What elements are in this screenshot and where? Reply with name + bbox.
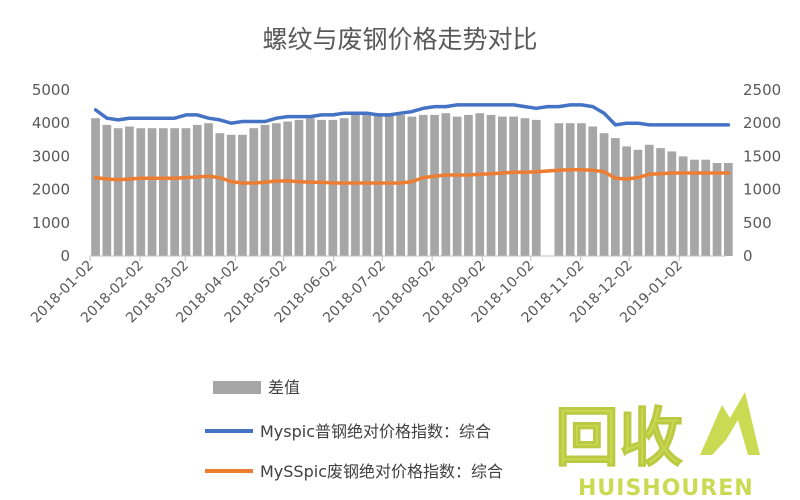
bar-2018-07-24 (418, 114, 428, 257)
line-series-steel (93, 103, 731, 127)
bar-2018-10-02 (531, 119, 541, 257)
right-tick-label: 2500 (743, 81, 781, 99)
right-tick-label: 1500 (743, 147, 781, 165)
bar-2018-05-22 (317, 119, 326, 257)
right-tick-label: 0 (743, 247, 753, 265)
right-tick-label: 1000 (743, 181, 781, 199)
left-axis-ticks: 0 1000 2000 3000 4000 5000 (32, 81, 70, 265)
watermark-bird-icon (700, 392, 760, 455)
bar-series (91, 113, 733, 257)
bar-2018-09-25 (520, 118, 530, 256)
watermark-sub-text: HUISHOUREN (578, 476, 754, 500)
left-tick-label: 1000 (32, 214, 70, 232)
watermark-main-text: 回收 (555, 402, 683, 476)
bar-2018-01-02 (91, 118, 100, 256)
bar-2018-02-13 (159, 128, 168, 256)
bar-2018-04-17 (260, 124, 270, 257)
right-tick-label: 2000 (743, 114, 781, 132)
x-axis-ticks: 2018-01-022018-02-022018-03-022018-04-02… (28, 256, 686, 326)
bar-2018-03-06 (192, 124, 202, 257)
watermark-bg (548, 398, 728, 498)
bar-2018-02-20 (170, 128, 179, 256)
bar-2018-10-30 (577, 123, 586, 256)
bar-2018-08-28 (475, 113, 485, 256)
watermark-logo: 回收 HUISHOUREN (548, 392, 760, 500)
bar-2019-01-08 (690, 159, 699, 256)
bar-2018-08-14 (452, 116, 462, 256)
bar-2018-12-18 (656, 148, 665, 256)
bar-2018-03-13 (204, 123, 213, 256)
bar-2018-07-17 (407, 116, 417, 256)
bar-2019-01-15 (701, 159, 711, 256)
bar-2018-12-25 (667, 151, 677, 256)
bar-2018-04-03 (238, 134, 247, 256)
legend-label-bar: 差值 (268, 378, 300, 397)
bar-2018-01-30 (136, 128, 146, 256)
bar-2018-05-15 (305, 118, 315, 256)
right-axis-ticks: 0 500 1000 1500 2000 2500 (743, 81, 781, 265)
bar-2018-12-11 (644, 144, 654, 256)
bar-2018-02-27 (181, 128, 191, 256)
bar-2019-01-29 (724, 163, 733, 256)
bar-2018-06-12 (351, 114, 360, 257)
bar-2018-11-20 (611, 138, 620, 256)
bar-2018-09-11 (498, 116, 507, 256)
bar-2018-05-08 (294, 119, 304, 257)
bar-2019-01-01 (678, 156, 688, 256)
left-tick-label: 0 (60, 247, 70, 265)
line-series-scrap (93, 167, 731, 185)
bar-2018-11-27 (622, 146, 631, 256)
bar-2018-10-16 (554, 123, 564, 256)
chart-title: 螺纹与废钢价格走势对比 (262, 25, 537, 54)
left-tick-label: 5000 (32, 81, 70, 99)
bar-2018-10-23 (565, 123, 575, 256)
bar-2018-04-10 (249, 128, 259, 256)
bar-2018-11-13 (599, 133, 609, 256)
bar-2018-03-20 (215, 133, 225, 256)
legend-label-orange: MySSpic废钢绝对价格指数：综合 (260, 462, 503, 481)
bar-2018-07-10 (396, 114, 405, 257)
bar-2019-01-22 (712, 163, 722, 256)
legend: 差值 Myspic普钢绝对价格指数：综合 MySSpic废钢绝对价格指数：综合 (205, 378, 503, 481)
bar-2018-07-31 (430, 114, 439, 257)
left-tick-label: 4000 (32, 114, 70, 132)
bar-2018-01-23 (125, 126, 134, 256)
bar-2018-08-21 (464, 114, 473, 257)
bar-2018-02-06 (147, 128, 157, 256)
bar-2018-05-01 (283, 121, 292, 256)
bar-2018-01-09 (102, 124, 112, 257)
bar-2018-06-05 (339, 118, 349, 256)
bar-2018-05-29 (328, 119, 338, 257)
bar-2018-09-04 (486, 114, 496, 257)
right-tick-label: 500 (743, 214, 772, 232)
left-tick-label: 3000 (32, 147, 70, 165)
bar-2018-09-18 (509, 116, 518, 256)
bar-2018-01-16 (113, 128, 123, 256)
bar-2018-08-07 (441, 113, 451, 256)
bar-2018-11-06 (588, 126, 598, 256)
bar-2018-03-27 (226, 134, 236, 256)
legend-label-blue: Myspic普钢绝对价格指数：综合 (260, 422, 491, 441)
line-series-group (93, 103, 731, 185)
bar-2018-04-24 (272, 123, 281, 256)
legend-swatch-bar (213, 381, 261, 394)
bar-2018-12-04 (633, 149, 643, 256)
left-tick-label: 2000 (32, 181, 70, 199)
